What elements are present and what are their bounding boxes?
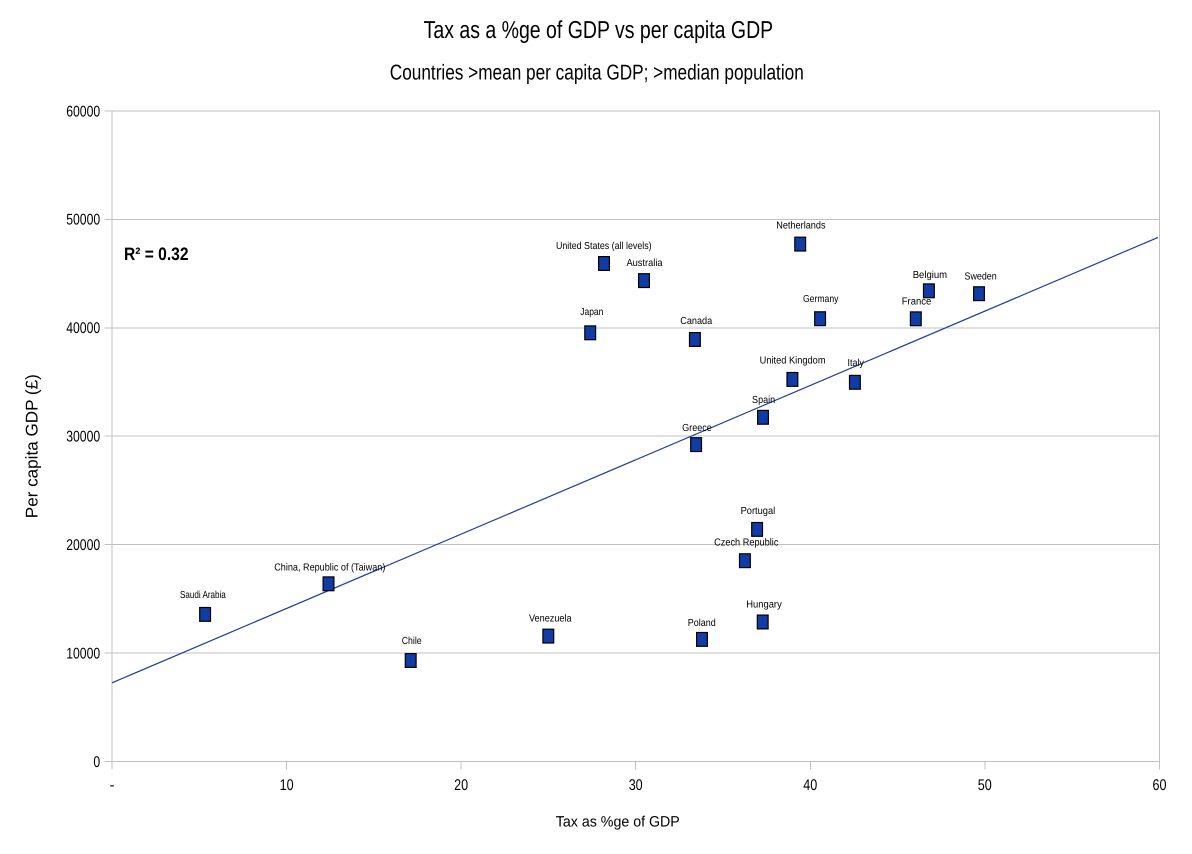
svg-text:60000: 60000: [66, 103, 100, 120]
svg-text:50: 50: [978, 777, 992, 794]
svg-text:Greece: Greece: [682, 423, 712, 434]
svg-text:Sweden: Sweden: [965, 272, 997, 283]
svg-text:Tax as %ge of GDP: Tax as %ge of GDP: [556, 813, 680, 830]
svg-text:France: France: [902, 297, 932, 308]
svg-text:China, Republic of (Taiwan): China, Republic of (Taiwan): [274, 562, 385, 573]
svg-text:Per capita GDP (£): Per capita GDP (£): [23, 374, 42, 518]
svg-text:Australia: Australia: [626, 258, 662, 269]
svg-text:Czech Republic: Czech Republic: [714, 538, 778, 549]
svg-text:Countries >mean per capita GDP: Countries >mean per capita GDP; >median …: [390, 61, 804, 85]
svg-text:20000: 20000: [66, 537, 100, 554]
svg-text:United Kingdom: United Kingdom: [760, 355, 826, 366]
svg-text:Chile: Chile: [402, 636, 422, 647]
svg-text:Portugal: Portugal: [741, 506, 776, 517]
svg-text:Netherlands: Netherlands: [776, 221, 825, 232]
svg-text:50000: 50000: [66, 212, 100, 229]
svg-text:10: 10: [280, 777, 294, 794]
svg-text:30000: 30000: [66, 429, 100, 446]
svg-text:40000: 40000: [66, 320, 100, 337]
svg-text:10000: 10000: [66, 645, 100, 662]
svg-text:Hungary: Hungary: [746, 600, 782, 611]
svg-text:Canada: Canada: [680, 316, 712, 327]
svg-text:40: 40: [803, 777, 817, 794]
svg-text:Saudi Arabia: Saudi Arabia: [180, 590, 226, 601]
svg-text:R² = 0.32: R² = 0.32: [124, 244, 189, 264]
svg-text:Venezuela: Venezuela: [529, 613, 572, 624]
svg-text:Germany: Germany: [803, 294, 839, 305]
svg-text:Japan: Japan: [580, 307, 603, 318]
svg-text:Poland: Poland: [688, 618, 716, 629]
svg-text:30: 30: [629, 777, 643, 794]
svg-text:-: -: [110, 777, 115, 794]
svg-text:60: 60: [1153, 777, 1167, 794]
svg-text:United States (all levels): United States (all levels): [556, 241, 652, 252]
svg-text:Tax as a %ge of GDP vs per cap: Tax as a %ge of GDP vs per capita GDP: [424, 17, 774, 44]
svg-text:Belgium: Belgium: [913, 270, 947, 281]
svg-text:0: 0: [93, 754, 100, 771]
svg-text:Spain: Spain: [752, 395, 775, 406]
svg-text:20: 20: [454, 777, 468, 794]
svg-text:Italy: Italy: [848, 358, 865, 369]
